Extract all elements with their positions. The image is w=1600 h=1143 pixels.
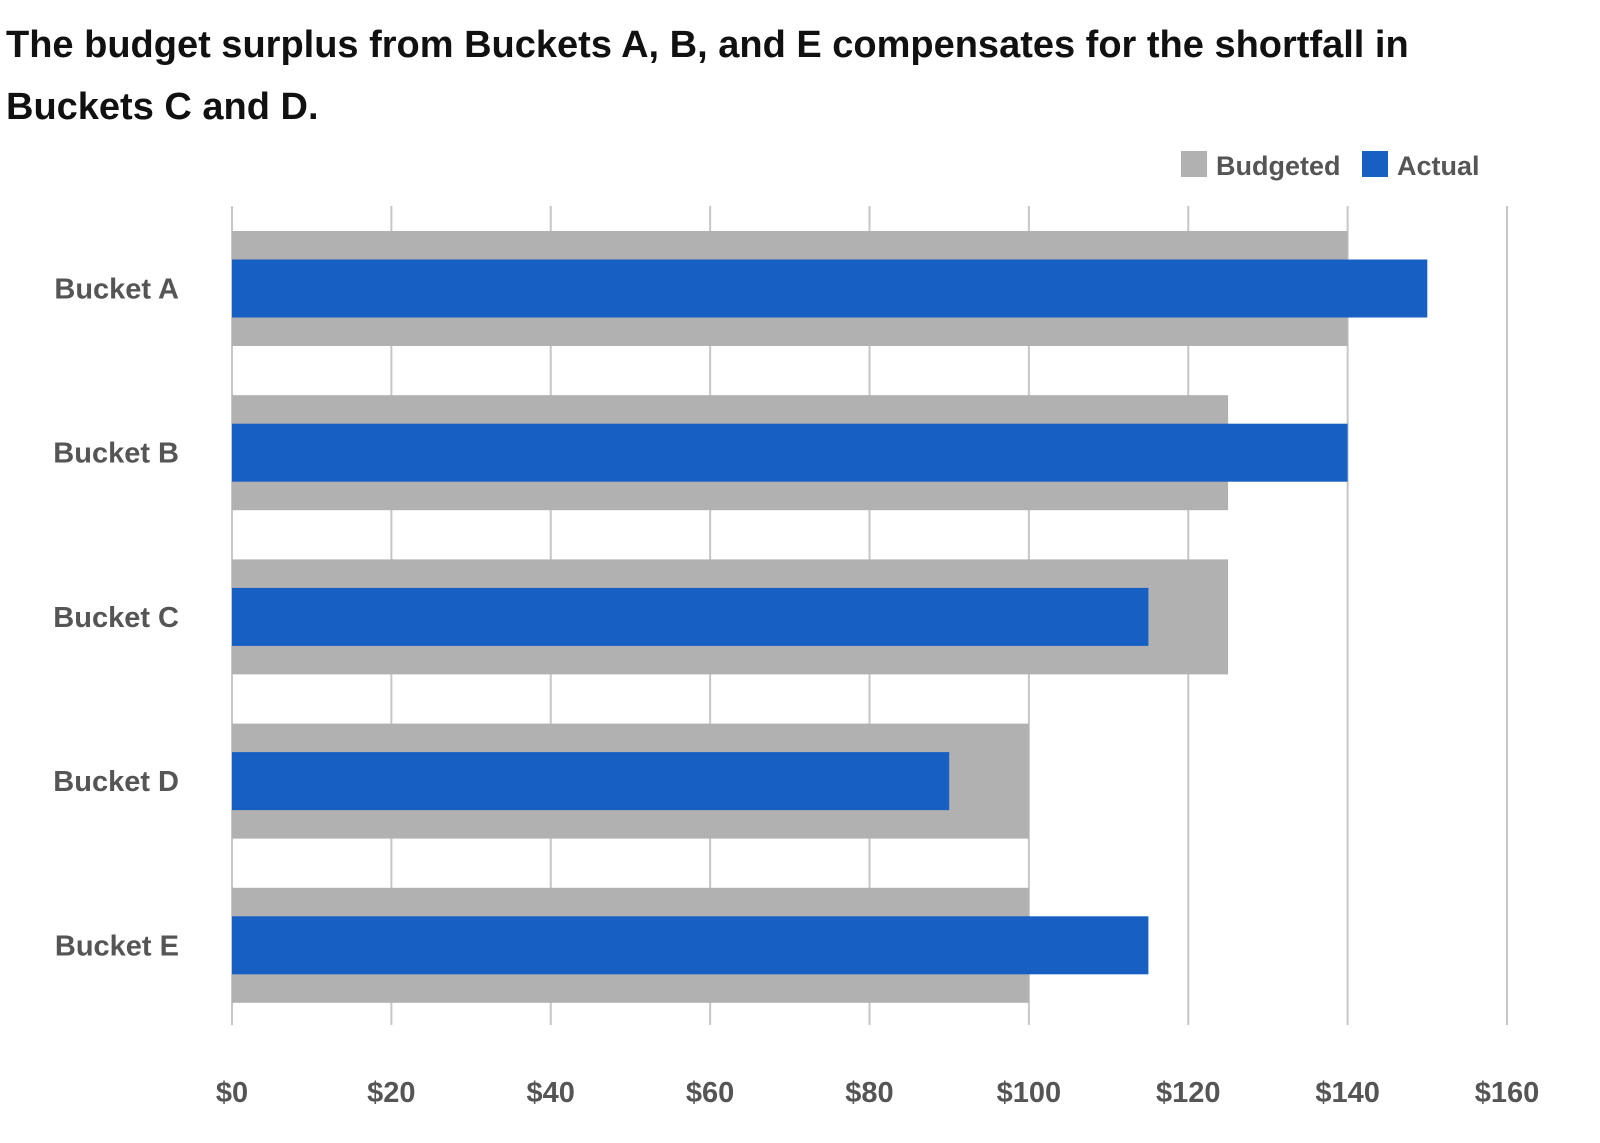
x-tick-label: $20 (367, 1077, 415, 1109)
x-tick-label: $100 (997, 1077, 1062, 1109)
legend-label: Budgeted (1216, 151, 1341, 181)
x-tick-label: $120 (1156, 1077, 1221, 1109)
bars (232, 231, 1428, 1003)
legend-swatch (1362, 151, 1388, 177)
bar-actual (232, 916, 1149, 975)
category-label: Bucket B (53, 438, 179, 470)
x-tick-labels: $0 $20 $40 $60 $80 $100 $120 $140 $160 (216, 1077, 1539, 1109)
bar-actual (232, 259, 1428, 318)
category-labels: Bucket A Bucket B Bucket C Bucket D Bucket E (53, 274, 179, 963)
legend-swatch (1181, 151, 1207, 177)
legend: Budgeted Actual (1181, 151, 1480, 181)
x-tick-label: $160 (1475, 1077, 1540, 1109)
x-tick-label: $60 (686, 1077, 734, 1109)
bar-actual (232, 752, 950, 811)
x-tick-label: $80 (845, 1077, 893, 1109)
category-label: Bucket E (55, 930, 179, 962)
category-label: Bucket C (53, 602, 179, 634)
category-label: Bucket A (54, 274, 179, 306)
x-tick-label: $40 (527, 1077, 575, 1109)
category-label: Bucket D (53, 766, 179, 798)
x-tick-label: $0 (216, 1077, 248, 1109)
x-tick-label: $140 (1315, 1077, 1380, 1109)
chart-title: The budget surplus from Buckets A, B, an… (6, 24, 1409, 128)
legend-label: Actual (1397, 151, 1480, 181)
bar-actual (232, 423, 1348, 482)
bar-actual (232, 587, 1149, 646)
